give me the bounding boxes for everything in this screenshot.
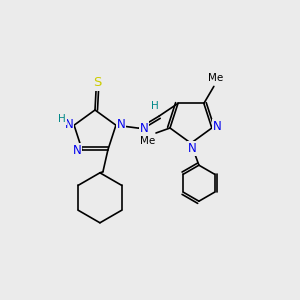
Text: N: N — [65, 118, 74, 131]
Text: H: H — [58, 114, 66, 124]
Text: S: S — [93, 76, 101, 89]
Text: N: N — [140, 122, 148, 135]
Text: Me: Me — [208, 74, 224, 83]
Text: Me: Me — [140, 136, 156, 146]
Text: N: N — [188, 142, 196, 155]
Text: N: N — [212, 119, 221, 133]
Text: N: N — [73, 144, 81, 157]
Text: N: N — [116, 118, 125, 131]
Text: H: H — [151, 101, 159, 111]
